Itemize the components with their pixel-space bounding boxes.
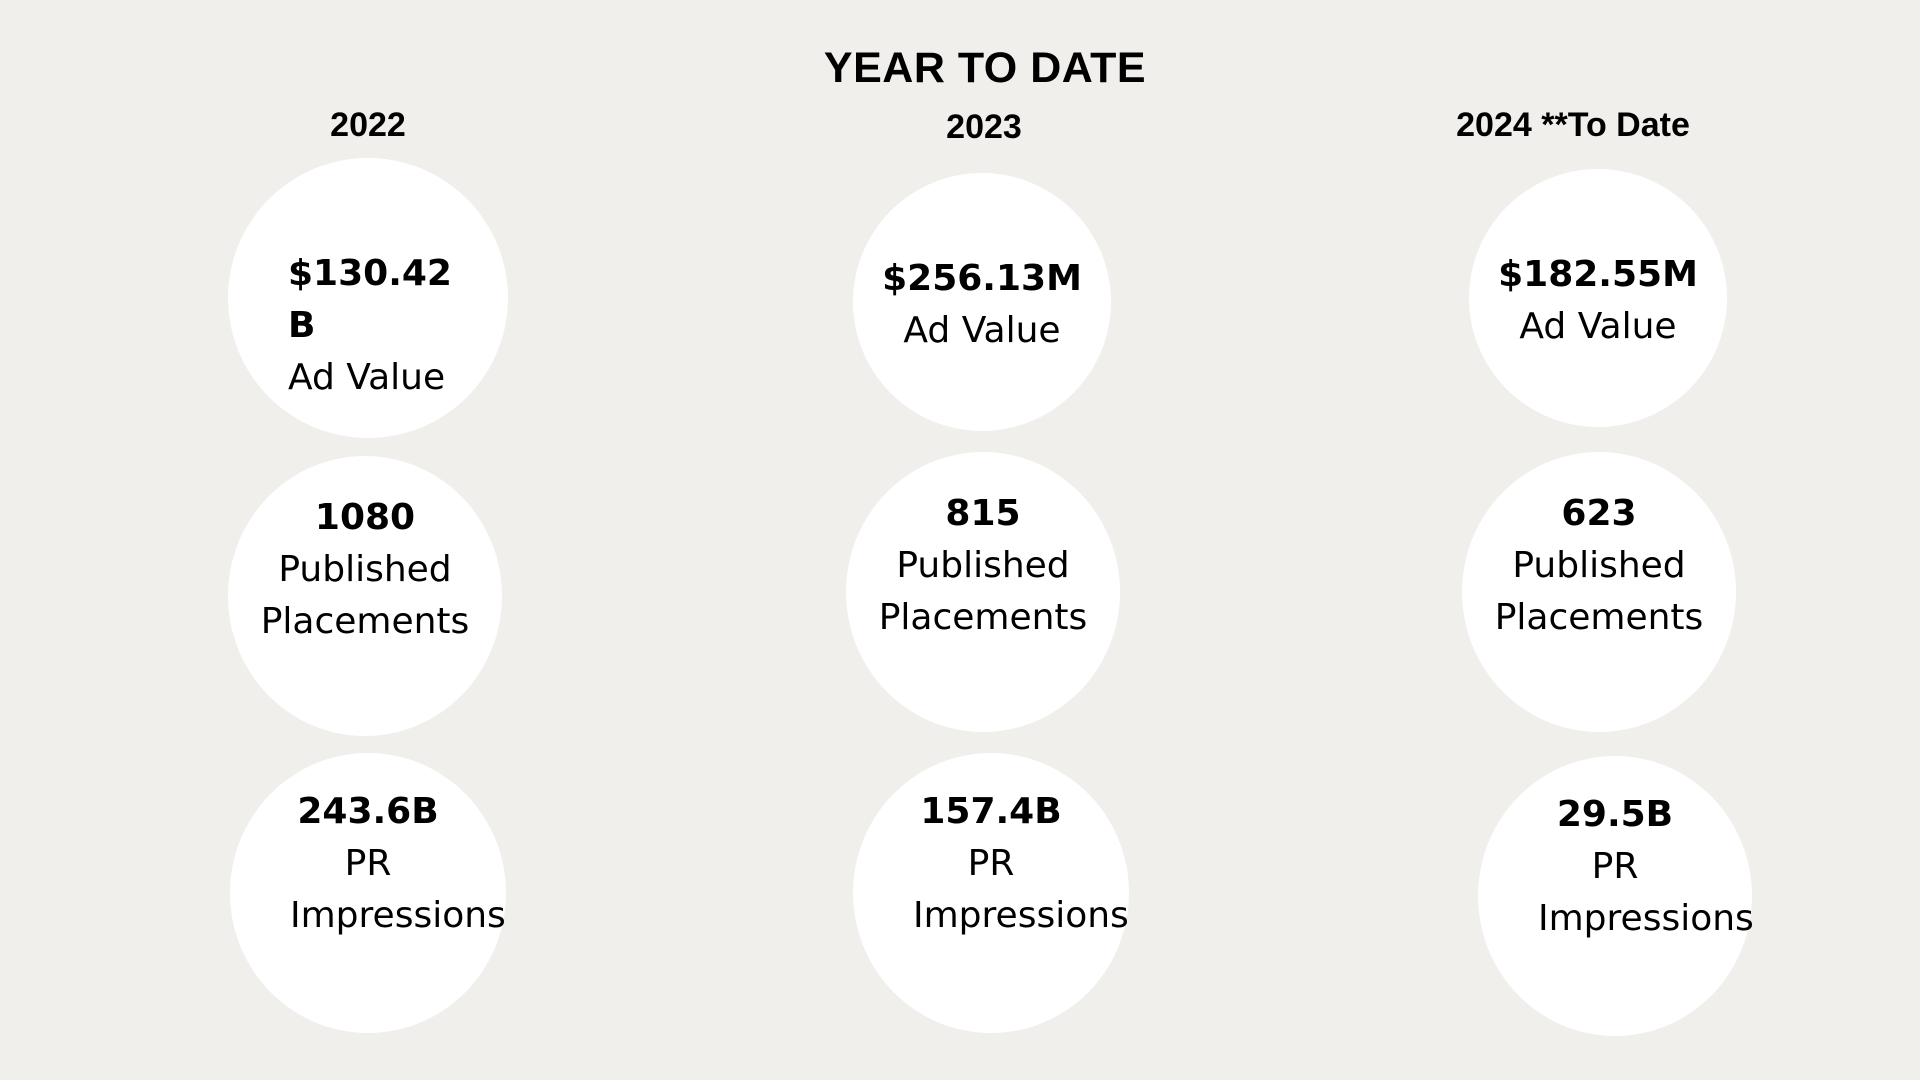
placements-count: 623 (1561, 493, 1637, 534)
page-title: YEAR TO DATE (823, 44, 1147, 92)
placements-label: Published Placements (260, 549, 470, 642)
impressions-count: 243.6B (297, 791, 439, 832)
ad-value-amount: $182.55M (1498, 254, 1698, 295)
ad-value-amount: $130.42 B (288, 253, 452, 346)
placements-count: 1080 (314, 497, 416, 538)
ad-value-amount: $256.13M (882, 258, 1082, 299)
ad-value-circle-2022: $130.42 B Ad Value (228, 158, 508, 438)
impressions-label: PR Impressions (1538, 846, 1754, 939)
placements-circle-2022: 1080 Published Placements (228, 456, 502, 736)
impressions-count: 29.5B (1556, 794, 1674, 835)
ad-value-label: Ad Value (903, 310, 1061, 351)
impressions-circle-2022: 243.6B PR Impressions (230, 753, 506, 1033)
ad-value-label: Ad Value (288, 357, 446, 398)
impressions-label: PR Impressions (290, 843, 506, 936)
placements-count: 815 (945, 493, 1021, 534)
year-heading-2022: 2022 (330, 106, 406, 144)
impressions-circle-2023: 157.4B PR Impressions (853, 753, 1129, 1033)
placements-label: Published Placements (1494, 545, 1704, 638)
placements-circle-2024: 623 Published Placements (1462, 452, 1736, 732)
impressions-circle-2024: 29.5B PR Impressions (1478, 756, 1754, 1036)
ad-value-circle-2023: $256.13M Ad Value (853, 173, 1111, 431)
impressions-count: 157.4B (920, 791, 1062, 832)
ad-value-label: Ad Value (1519, 306, 1677, 347)
ad-value-circle-2024: $182.55M Ad Value (1469, 169, 1727, 427)
year-heading-2024: 2024 **To Date (1456, 106, 1690, 144)
impressions-label: PR Impressions (913, 843, 1129, 936)
placements-label: Published Placements (878, 545, 1088, 638)
placements-circle-2023: 815 Published Placements (846, 452, 1120, 732)
year-heading-2023: 2023 (946, 108, 1022, 146)
